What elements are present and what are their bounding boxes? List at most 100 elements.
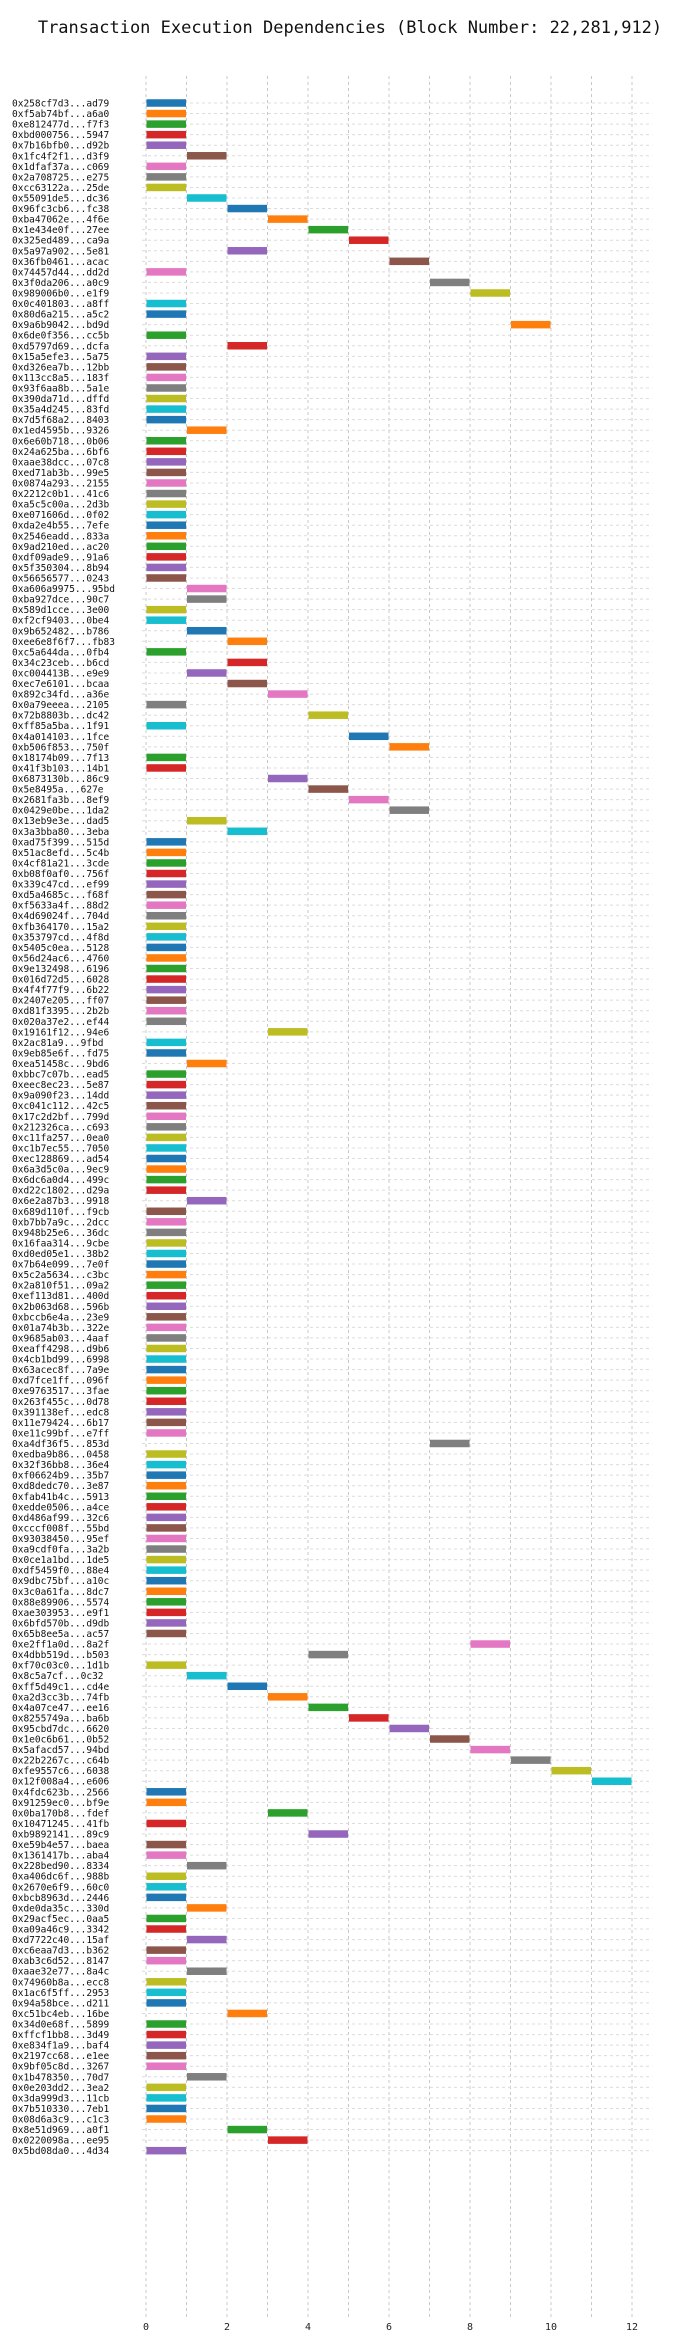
transaction-label: 0x5a97a902...5e81 (12, 246, 110, 257)
x-tick-label: 2 (224, 2322, 230, 2333)
transaction-bar (227, 204, 267, 213)
transaction-label: 0xc1b7ec55...7050 (12, 1143, 110, 1154)
transaction-label: 0xfab41b4c...5913 (12, 1492, 109, 1503)
transaction-bar (389, 743, 429, 751)
transaction-label: 0x892c34fd...a36e (12, 690, 110, 701)
transaction-label: 0x55091de5...dc36 (12, 193, 110, 204)
transaction-bar (146, 616, 186, 624)
transaction-bar (268, 1809, 308, 1817)
transaction-bar (146, 1408, 186, 1416)
transaction-bar (349, 795, 389, 804)
transaction-bar (146, 510, 186, 519)
transaction-label: 0x9e132498...6196 (12, 964, 110, 975)
transaction-label: 0x35a4d245...83fd (12, 405, 109, 416)
transaction-label: 0xe071606d...0f02 (12, 510, 109, 521)
transaction-label: 0x1361417b...aba4 (12, 1851, 110, 1862)
transaction-label: 0x9685ab03...4aaf (12, 1333, 109, 1344)
transaction-bar (146, 2051, 186, 2060)
transaction-label: 0x0ce1a1bd...1de5 (12, 1555, 109, 1566)
transaction-bar (430, 1735, 470, 1743)
transaction-bar (146, 532, 186, 540)
transaction-bar (187, 194, 227, 202)
transaction-bar (146, 99, 186, 107)
transaction-label: 0xcccf008f...55bd (12, 1523, 109, 1534)
transaction-bar (430, 278, 470, 287)
transaction-bar (146, 2104, 186, 2113)
transaction-bar (146, 1270, 186, 1279)
transaction-bar (146, 1978, 186, 1986)
transaction-label: 0xc6eaa7d3...b362 (12, 1946, 109, 1957)
transaction-bar (146, 1851, 186, 1859)
transaction-label: 0xb9892141...89c9 (12, 1830, 110, 1841)
transaction-label: 0x8c5a7cf...0c32 (12, 1671, 104, 1682)
transaction-bar (146, 1038, 186, 1047)
transaction-label: 0x36fb0461...acac (12, 257, 109, 268)
transaction-bar (146, 405, 186, 413)
transaction-label: 0x80d6a215...a5c2 (12, 310, 109, 321)
transaction-bar (146, 1175, 186, 1184)
x-tick-label: 4 (305, 2322, 311, 2333)
transaction-label: 0xd81f3395...2b2b (12, 1006, 110, 1017)
transaction-label: 0xa9cdf0fa...3a2b (12, 1545, 110, 1556)
transaction-bar (146, 521, 186, 529)
transaction-bar (227, 342, 267, 350)
transaction-bar (146, 1619, 186, 1627)
transaction-bar (146, 901, 186, 909)
transaction-label: 0x1e434e0f...27ee (12, 225, 110, 236)
transaction-label: 0xec7e6101...bcaa (12, 679, 109, 690)
transaction-bar (227, 2009, 267, 2018)
transaction-bar (146, 1661, 186, 1669)
transaction-label: 0x3c0a61fa...8dc7 (12, 1587, 109, 1598)
transaction-label: 0x91259ec0...bf9e (12, 1798, 110, 1809)
transaction-bar (146, 985, 186, 994)
transaction-bar (146, 352, 186, 361)
transaction-bar (146, 1017, 186, 1026)
transaction-bar (268, 2136, 308, 2144)
transaction-bar (146, 933, 186, 941)
transaction-bar (146, 1344, 186, 1353)
transaction-label: 0x17c2d2bf...799d (12, 1112, 109, 1123)
transaction-label: 0x4dbb519d...b503 (12, 1650, 109, 1661)
transaction-bar (308, 1703, 348, 1712)
transaction-bar (146, 1144, 186, 1152)
transaction-label: 0xef113d81...400d (12, 1291, 109, 1302)
transaction-bar (227, 679, 267, 688)
transaction-bar (146, 2020, 186, 2028)
transaction-label: 0xd0ed05e1...38b2 (12, 1249, 109, 1260)
transaction-label: 0xf2cf9403...0be4 (12, 616, 110, 627)
transaction-bar (389, 257, 429, 266)
transaction-label: 0xc51bc4eb...16be (12, 2009, 110, 2020)
transaction-label: 0x18174b09...7f13 (12, 753, 109, 764)
transaction-label: 0x22b2267c...c64b (12, 1756, 110, 1767)
transaction-bar (146, 1798, 186, 1807)
transaction-bar (146, 1260, 186, 1268)
transaction-label: 0xdf5459f0...88e4 (12, 1566, 110, 1577)
transaction-bar (146, 162, 186, 171)
transaction-bar (146, 363, 186, 371)
x-tick-label: 10 (545, 2322, 557, 2333)
transaction-label: 0x1dfaf37a...c069 (12, 162, 110, 173)
transaction-bar (187, 426, 227, 434)
transaction-bar (146, 2115, 186, 2123)
transaction-label: 0xba927dce...90c7 (12, 595, 109, 606)
transaction-label: 0xd8dedc70...3e87 (12, 1481, 109, 1492)
transaction-bar (187, 1904, 227, 1912)
transaction-bar (146, 1397, 186, 1406)
transaction-bar (227, 658, 267, 667)
transaction-label: 0x589d1cce...3e00 (12, 605, 110, 616)
transaction-bar (146, 911, 186, 920)
transaction-label: 0xe2ff1a0d...8a2f (12, 1640, 109, 1651)
transaction-label: 0x7b64e099...7e0f (12, 1260, 109, 1271)
transaction-label: 0x32f36bb8...36e4 (12, 1460, 110, 1471)
transaction-bar (146, 2062, 186, 2070)
transaction-bar (430, 1439, 470, 1448)
transaction-bar (146, 553, 186, 561)
transaction-bar (146, 542, 186, 551)
transaction-bar (146, 700, 186, 709)
transaction-label: 0x93038450...95ef (12, 1534, 109, 1545)
transaction-label: 0x2546eadd...833a (12, 531, 109, 542)
transaction-label: 0x5405c0ea...5128 (12, 943, 110, 954)
transaction-bar (146, 1534, 186, 1543)
transaction-label: 0xde0da35c...330d (12, 1903, 109, 1914)
transaction-label: 0x24a625ba...6bf6 (12, 447, 110, 458)
